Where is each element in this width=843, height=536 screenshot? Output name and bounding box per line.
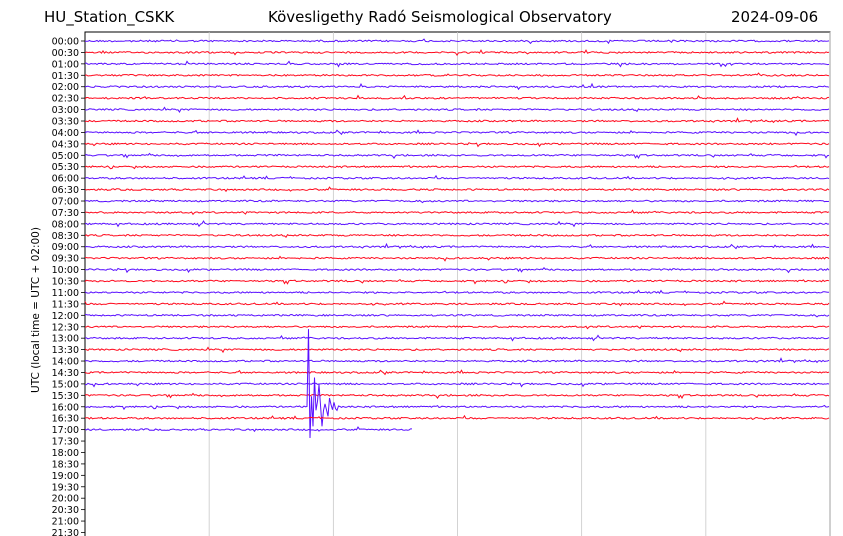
seismic-trace — [85, 382, 830, 388]
y-tick-label: 00:30 — [52, 48, 79, 59]
seismic-trace — [84, 220, 830, 228]
y-tick-label: 02:30 — [52, 94, 79, 105]
y-tick-label: 21:30 — [52, 528, 79, 536]
y-tick-label: 09:00 — [52, 242, 79, 253]
y-tick-label: 17:30 — [52, 437, 79, 448]
y-tick-label: 12:30 — [52, 322, 79, 333]
seismic-trace — [84, 164, 830, 170]
y-tick-label: 18:30 — [52, 459, 79, 470]
y-tick-label: 02:00 — [52, 82, 79, 93]
seismic-trace — [84, 106, 830, 113]
seismic-trace — [84, 334, 830, 342]
y-tick-label: 14:30 — [52, 368, 79, 379]
seismic-trace — [84, 325, 830, 330]
observatory-title: Kövesligethy Radó Seismological Observat… — [268, 8, 612, 26]
seismic-trace — [85, 38, 830, 45]
seismic-trace — [84, 329, 830, 439]
y-tick-label: 15:30 — [52, 391, 79, 402]
seismic-trace — [84, 82, 830, 91]
trace-group — [84, 38, 830, 439]
y-tick-label: 14:00 — [52, 357, 79, 368]
y-tick-label: 19:30 — [52, 482, 79, 493]
y-tick-label: 17:00 — [52, 425, 79, 436]
seismic-trace — [84, 255, 830, 262]
y-tick-label: 00:00 — [52, 37, 79, 48]
y-tick-label: 04:30 — [52, 139, 79, 150]
seismic-trace — [84, 49, 830, 57]
seismic-trace — [85, 313, 830, 318]
y-tick-label: 01:00 — [52, 59, 79, 70]
y-tick-label: 03:00 — [52, 105, 79, 116]
y-tick-label: 06:00 — [52, 174, 79, 185]
y-tick-label: 12:00 — [52, 311, 79, 322]
y-tick-label: 05:00 — [52, 151, 79, 162]
y-tick-label: 13:00 — [52, 334, 79, 345]
seismic-trace — [84, 392, 830, 400]
y-tick-label: 06:30 — [52, 185, 79, 196]
seismic-trace — [84, 346, 830, 354]
y-tick-label: 08:30 — [52, 231, 79, 242]
seismic-trace — [84, 242, 829, 250]
seismic-trace — [84, 199, 830, 204]
seismic-trace — [84, 152, 830, 160]
y-tick-label: 04:00 — [52, 128, 79, 139]
y-tick-label: 08:00 — [52, 219, 79, 230]
seismic-trace — [84, 174, 830, 180]
seismic-trace — [84, 129, 830, 137]
y-tick-label: 16:30 — [52, 414, 79, 425]
seismic-trace — [84, 267, 830, 274]
seismic-trace — [84, 60, 830, 68]
grid-lines — [208, 32, 831, 536]
seismic-trace — [84, 278, 830, 285]
y-tick-label: 21:00 — [52, 517, 79, 528]
y-tick-label: 09:30 — [52, 254, 79, 265]
seismic-trace — [84, 94, 830, 100]
y-tick-label: 20:30 — [52, 505, 79, 516]
y-tick-label: 07:30 — [52, 208, 79, 219]
seismic-trace — [84, 209, 830, 216]
seismic-trace — [84, 142, 830, 148]
y-tick-label: 15:00 — [52, 379, 79, 390]
y-tick-label: 18:00 — [52, 448, 79, 459]
seismic-trace — [84, 117, 830, 124]
seismic-trace — [84, 233, 830, 238]
seismic-trace — [84, 369, 830, 376]
seismic-trace — [84, 426, 412, 433]
seismic-trace — [84, 300, 830, 307]
y-tick-label: 20:00 — [52, 494, 79, 505]
y-tick-label: 11:30 — [52, 299, 79, 310]
y-tick-label: 13:30 — [52, 345, 79, 356]
y-tick-label: 03:30 — [52, 117, 79, 128]
y-tick-label: 16:00 — [52, 402, 79, 413]
y-tick-label: 05:30 — [52, 162, 79, 173]
y-ticks: 00:0000:3001:0001:3002:0002:3003:0003:30… — [52, 37, 85, 536]
seismic-trace — [84, 186, 830, 193]
seismic-trace — [84, 289, 830, 295]
y-tick-label: 07:00 — [52, 197, 79, 208]
record-date: 2024-09-06 — [731, 8, 819, 26]
y-tick-label: 11:00 — [52, 288, 79, 299]
seismic-trace — [84, 357, 830, 364]
y-tick-label: 10:00 — [52, 265, 79, 276]
y-tick-label: 01:30 — [52, 71, 79, 82]
seismic-trace — [84, 414, 830, 420]
y-tick-label: 19:00 — [52, 471, 79, 482]
station-name: HU_Station_CSKK — [44, 8, 175, 26]
y-tick-label: 10:30 — [52, 277, 79, 288]
seismic-trace — [84, 72, 830, 77]
